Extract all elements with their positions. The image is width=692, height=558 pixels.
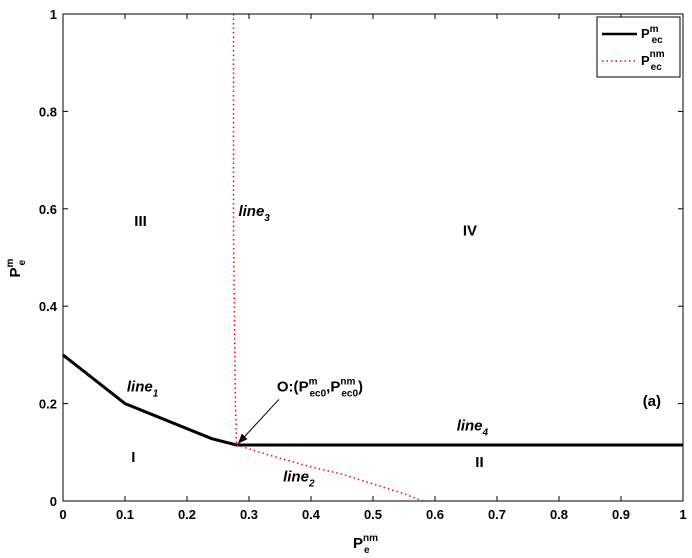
series-line-1 bbox=[232, 14, 238, 446]
panel-label: (a) bbox=[643, 393, 661, 410]
series-line-0 bbox=[62, 353, 683, 447]
legend: Pm ec Pnm ec bbox=[596, 16, 681, 78]
line2-label: line2 bbox=[283, 469, 315, 490]
line1-label: line1 bbox=[127, 378, 159, 399]
x-tick-label: 0.8 bbox=[550, 507, 568, 522]
region-IV: IV bbox=[463, 223, 477, 240]
legend-label-pm-ec: Pm ec bbox=[641, 24, 663, 46]
x-tick-label: 0.9 bbox=[612, 507, 630, 522]
point-o-label: O:(Pm ec0,Pnm ec0) bbox=[277, 376, 363, 399]
x-tick-label: 0.4 bbox=[302, 507, 321, 522]
y-tick-label: 0 bbox=[50, 494, 57, 509]
region-II: II bbox=[475, 454, 483, 471]
legend-box bbox=[596, 16, 681, 78]
x-axis-label: Pnm e bbox=[353, 533, 378, 556]
region-I: I bbox=[131, 449, 135, 466]
plot-frame bbox=[62, 13, 684, 502]
y-tick-label: 0.6 bbox=[39, 202, 57, 217]
x-tick-label: 0.3 bbox=[240, 507, 258, 522]
series-layer bbox=[62, 14, 683, 502]
legend-label-pnm-ec: Pnm ec bbox=[641, 49, 665, 73]
line3-label: line3 bbox=[238, 203, 270, 224]
ticks-layer: 0 0.1 0.2 0.3 0.4 0.5 0.6 0.7 0.8 0.9 1 0 0.2 0.4 0.6 0… bbox=[39, 7, 687, 522]
y-tick-label: 0.8 bbox=[39, 104, 57, 119]
x-tick-label: 0 bbox=[59, 507, 66, 522]
x-tick-label: 0.1 bbox=[116, 507, 134, 522]
point-o-annotation: O:(Pm ec0,Pnm ec0) bbox=[237, 376, 363, 444]
x-tick-label: 0.2 bbox=[178, 507, 196, 522]
y-tick-label: 0.2 bbox=[39, 397, 57, 412]
region-III: III bbox=[134, 213, 147, 230]
x-tick-label: 0.6 bbox=[426, 507, 444, 522]
point-o-arrow bbox=[237, 399, 280, 444]
x-tick-label: 0.7 bbox=[488, 507, 506, 522]
x-tick-label: 0.5 bbox=[364, 507, 382, 522]
y-tick-label: 1 bbox=[50, 7, 57, 22]
series-line-2 bbox=[236, 444, 423, 502]
x-tick-label: 1 bbox=[679, 507, 686, 522]
line4-label: line4 bbox=[457, 417, 489, 438]
y-tick-label: 0.4 bbox=[39, 299, 58, 314]
y-axis-label: Pme bbox=[5, 258, 28, 277]
